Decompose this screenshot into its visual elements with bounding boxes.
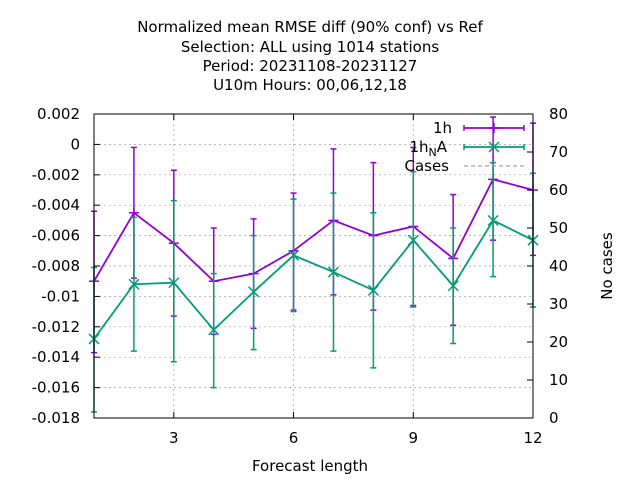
legend: 1h 1hNA Cases xyxy=(404,119,525,175)
y-tick-label: -0.004 xyxy=(32,196,80,214)
legend-label-1h: 1h xyxy=(433,119,452,137)
x-tick-label: 9 xyxy=(408,429,418,447)
data-point xyxy=(407,234,419,246)
y-tick-label: -0.018 xyxy=(32,409,80,427)
legend-sample-marker xyxy=(488,141,500,153)
x-tick-label: 3 xyxy=(169,429,179,447)
y-right-tick-label: 40 xyxy=(549,257,568,275)
legend-label-1h-na: 1hNA xyxy=(409,138,447,159)
y-tick-label: -0.006 xyxy=(32,227,80,245)
title-line-3: Period: 20231108-20231127 xyxy=(203,57,418,75)
y-right-tick-label: 20 xyxy=(549,333,568,351)
legend-label-cases: Cases xyxy=(404,157,449,175)
data-point xyxy=(128,278,140,290)
y-right-tick-label: 30 xyxy=(549,295,568,313)
data-point xyxy=(288,249,300,261)
y-right-tick-label: 60 xyxy=(549,181,568,199)
title-line-4: U10m Hours: 00,06,12,18 xyxy=(213,76,407,94)
grid xyxy=(94,114,533,418)
data-point xyxy=(367,284,379,296)
legend-samples xyxy=(463,123,525,167)
series-1 xyxy=(89,116,538,354)
title-line-1: Normalized mean RMSE diff (90% conf) vs … xyxy=(137,18,483,36)
data-point xyxy=(447,280,459,292)
data-point xyxy=(487,214,499,226)
y-right-tick-label: 70 xyxy=(549,143,568,161)
ticks: 0.002 0 -0.002 -0.004 -0.006 -0.008 -0.01 -0.01… xyxy=(32,105,568,447)
y-tick-label: -0.01 xyxy=(41,287,80,305)
y-tick-label: -0.002 xyxy=(32,166,80,184)
y-right-tick-label: 10 xyxy=(549,371,568,389)
y-tick-label: -0.008 xyxy=(32,257,80,275)
right-y-axis-label: No cases xyxy=(598,232,616,300)
legend-label-1h-na-sub: N xyxy=(429,146,437,159)
x-axis-label: Forecast length xyxy=(252,457,368,475)
data-point xyxy=(327,266,339,278)
data-point xyxy=(168,277,180,289)
y-tick-label: 0.002 xyxy=(37,105,80,123)
legend-label-1h-na-tail: A xyxy=(437,138,448,156)
series-line xyxy=(93,178,534,283)
title-line-2: Selection: ALL using 1014 stations xyxy=(181,38,440,56)
series-2 xyxy=(88,161,539,413)
chart-title: Normalized mean RMSE diff (90% conf) vs … xyxy=(137,18,483,94)
x-tick-label: 6 xyxy=(289,429,299,447)
y-tick-label: 0 xyxy=(70,135,80,153)
y-tick-label: -0.012 xyxy=(32,318,80,336)
data-point xyxy=(208,324,220,336)
data-point xyxy=(248,286,260,298)
series-line xyxy=(93,219,534,340)
legend-label-1h-na-main: 1h xyxy=(409,138,428,156)
series-layer xyxy=(88,116,539,413)
y-tick-label: -0.014 xyxy=(32,348,80,366)
y-right-tick-label: 80 xyxy=(549,105,568,123)
x-tick-label: 12 xyxy=(523,429,542,447)
y-tick-label: -0.016 xyxy=(32,379,80,397)
y-right-tick-label: 50 xyxy=(549,219,568,237)
y-right-tick-label: 0 xyxy=(549,409,559,427)
